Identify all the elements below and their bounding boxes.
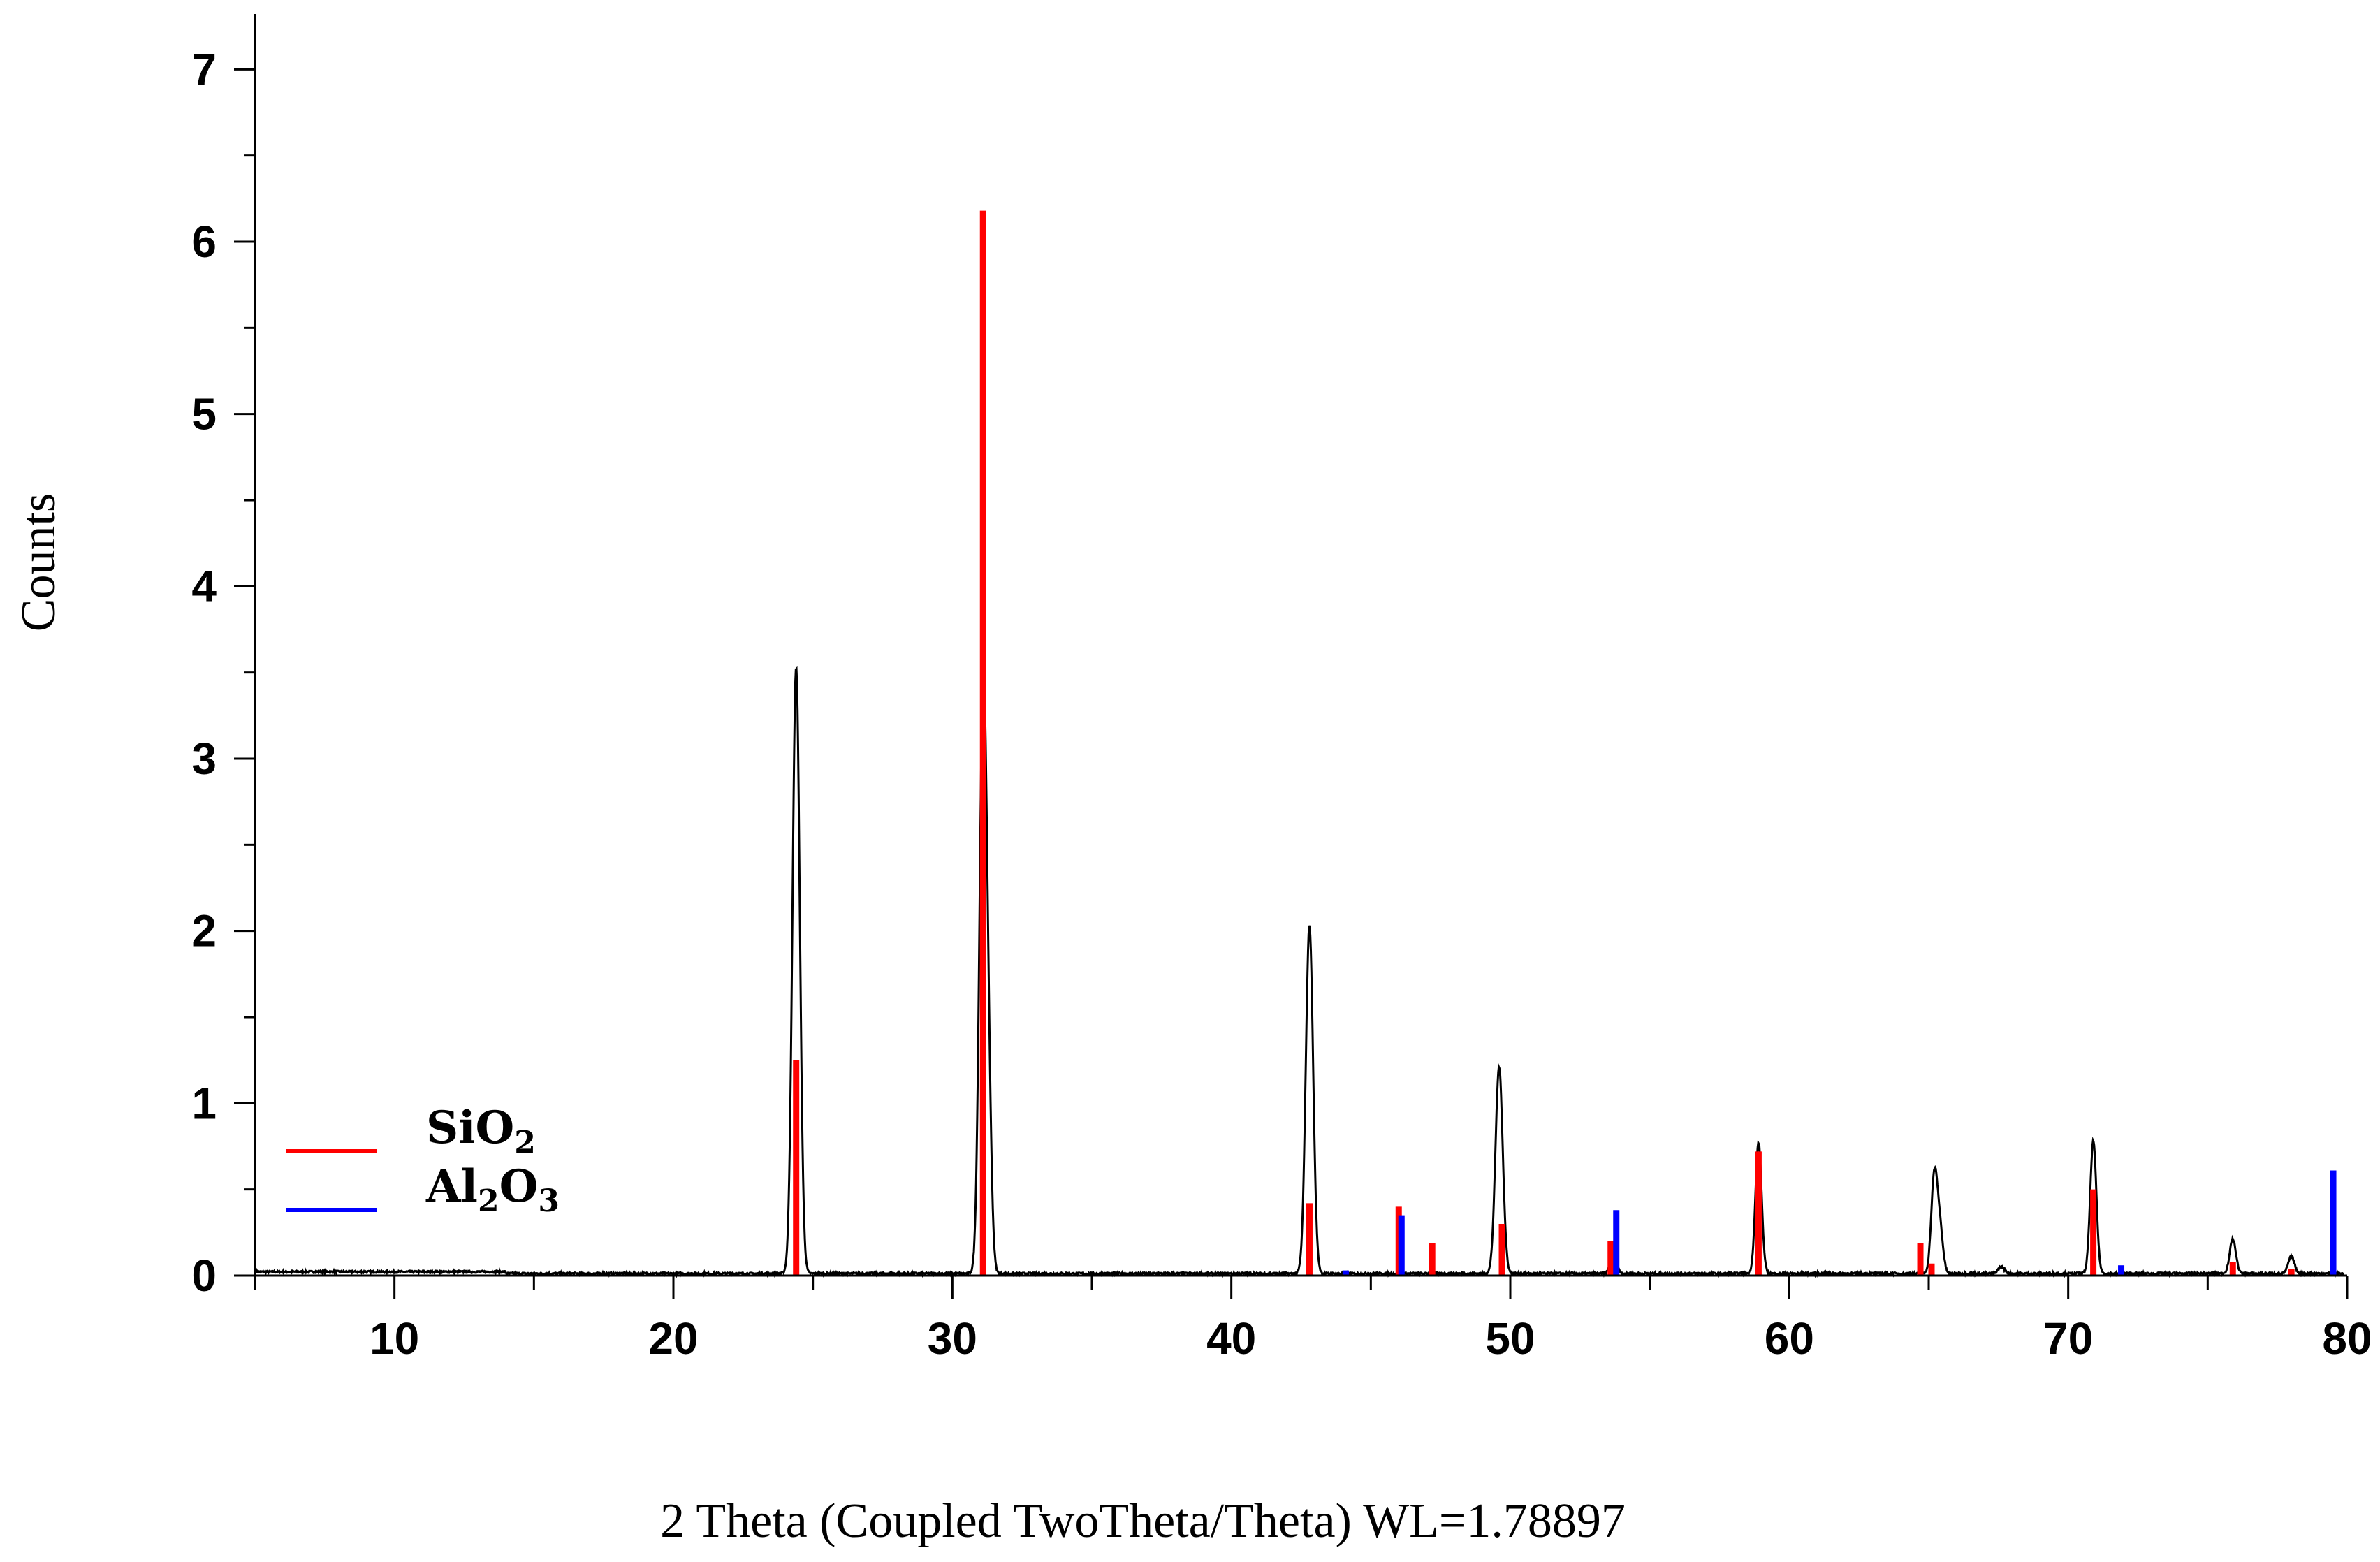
x-tick-label: 70 [2043,1313,2093,1364]
legend-item: SiO2 [286,1102,536,1160]
x-tick-label: 40 [1206,1313,1256,1364]
x-axis-title: 2 Theta (Coupled TwoTheta/Theta) WL=1.78… [660,1494,1626,1548]
plot-area [255,210,2344,1278]
y-tick-label: 0 [191,1250,217,1301]
y-tick-label: 6 [191,217,217,267]
y-tick-label: 4 [191,561,217,611]
x-tick-label: 60 [1765,1313,1814,1364]
axes: 0 1 2 3 4 5 6 7 10 20 30 40 50 60 70 80 [191,14,2372,1364]
y-tick-label: 3 [191,733,217,784]
legend-item: Al2O3 [286,1160,560,1219]
x-tick-label: 20 [648,1313,698,1364]
x-tick-label: 10 [370,1313,419,1364]
legend-label: SiO2 [426,1102,536,1160]
legend-label: Al2O3 [425,1160,560,1219]
measured-pattern-line [255,666,2344,1278]
x-tick-label: 80 [2322,1313,2372,1364]
x-tick-label: 30 [928,1313,977,1364]
y-tick-label: 5 [191,389,217,439]
x-tick-label: 50 [1485,1313,1535,1364]
y-tick-label: 1 [191,1078,217,1128]
y-tick-label: 7 [191,44,217,94]
y-tick-label: 2 [191,906,217,956]
y-axis-title: Counts [12,493,66,632]
